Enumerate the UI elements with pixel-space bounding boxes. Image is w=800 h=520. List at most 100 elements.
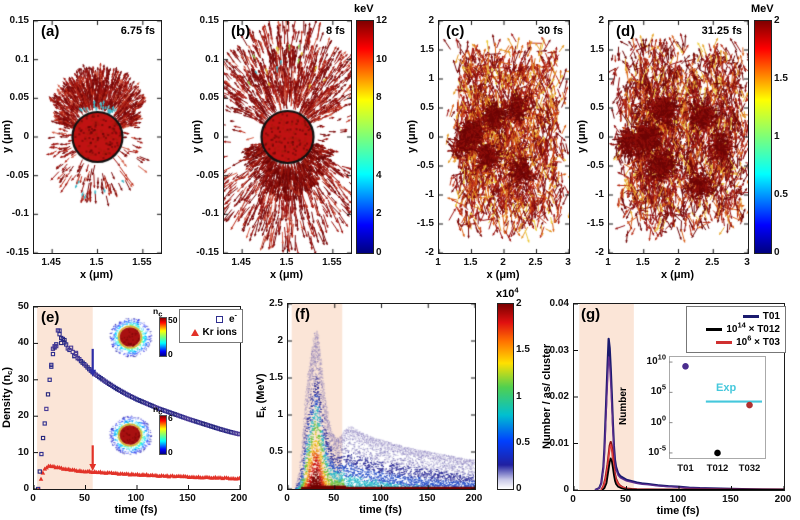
- t012-line-icon: [706, 328, 723, 331]
- x-tick-label: 2: [674, 257, 681, 268]
- panel-c-letter: (c): [446, 23, 465, 40]
- legend-row-t01: T01: [692, 310, 780, 323]
- y-tick-label: 1.5: [269, 372, 283, 383]
- panel-d-quiver-canvas: [609, 21, 748, 253]
- panel-a-letter: (a): [41, 23, 60, 40]
- open-square-marker-icon: [215, 316, 223, 323]
- y-tick-label: 0: [428, 131, 434, 142]
- inset-tick-exp: -5: [659, 443, 666, 453]
- kev-colorbar-title: keV: [354, 3, 374, 15]
- legend-t01-post: T01: [762, 311, 780, 322]
- panel-b-xlabel: x (μm): [269, 269, 303, 281]
- inset-x-category-label: T01: [677, 463, 694, 474]
- x-tick-label: 150: [179, 493, 196, 504]
- panel-g-inset-chart: [669, 356, 766, 459]
- inset-1-colorbar-title: nc: [153, 306, 163, 319]
- inset-1-max-label: 50: [168, 315, 178, 325]
- inset-2-max-label: 6: [168, 413, 173, 423]
- f-colorbar-title-base: x10: [496, 288, 515, 300]
- y-tick-label: 0.1: [15, 53, 29, 65]
- panel-e-xlabel: time (fs): [114, 504, 158, 516]
- colorbar-tick-label: 1: [774, 131, 780, 142]
- y-tick-label: 1.5: [420, 44, 434, 55]
- inset-y-tick-label: 105: [638, 383, 666, 398]
- inset-tick-base: 10: [648, 446, 660, 458]
- legend-t01-label: T01: [763, 311, 780, 322]
- inset-x-category-label: T032: [738, 463, 761, 474]
- panel-g-plot-area: (g) T01 1014 × T012 106 × T03 Exp Number…: [573, 303, 786, 491]
- panel-e-legend: e- Kr ions: [179, 309, 243, 343]
- panel-f-letter: (f): [295, 306, 310, 323]
- panel-d-plot-area: (d) 31.25 fs: [608, 20, 749, 254]
- inset-tick-base: 10: [650, 386, 662, 398]
- x-tick-label: 3: [565, 257, 571, 268]
- inset-1-title-sub: c: [158, 309, 163, 319]
- inset-ylabel: Number: [618, 387, 629, 425]
- x-tick-label: 50: [78, 493, 91, 504]
- legend-row-kr-ions: Kr ions: [185, 326, 237, 339]
- y-tick-label: -1: [595, 189, 604, 200]
- inset-1-colorbar: [159, 317, 167, 357]
- f-colorbar-title: x104: [496, 286, 519, 300]
- panel-d-time-label: 31.25 fs: [701, 25, 742, 37]
- inset-tick-exp: 5: [661, 383, 666, 393]
- colorbar-tick-label: 2: [516, 298, 522, 309]
- f-colorbar: [497, 303, 514, 490]
- colorbar-tick-label: 1.5: [774, 73, 788, 84]
- inset-y-tick-label: 1010: [638, 352, 666, 367]
- x-tick-label: 150: [418, 493, 436, 504]
- colorbar-tick-label: 4: [376, 169, 382, 181]
- panel-e-chart: [34, 307, 240, 489]
- y-tick-label: 2.5: [269, 298, 283, 309]
- colorbar-tick-label: 0.5: [774, 189, 788, 200]
- y-tick-label: 0.05: [199, 92, 219, 104]
- y-tick-label: 0: [23, 483, 29, 494]
- x-tick-label: 1.45: [41, 257, 61, 268]
- mev-colorbar-title: MeV: [751, 3, 774, 15]
- y-tick-label: 0: [598, 131, 604, 142]
- y-tick-label: 0.15: [9, 15, 29, 26]
- inset-2-colorbar-title: nc: [153, 404, 162, 416]
- panel-b-time-label: 8 fs: [326, 25, 345, 37]
- colorbar-tick-label: 6: [376, 131, 382, 142]
- x-tick-label: 100: [669, 494, 687, 505]
- y-tick-label: -0.15: [6, 247, 29, 258]
- y-tick-label: 2: [598, 15, 604, 26]
- colorbar-tick-label: 10: [376, 53, 388, 65]
- x-tick-label: 200: [774, 494, 792, 505]
- y-tick-label: -0.15: [196, 247, 219, 258]
- legend-t012-pre: 10: [726, 324, 738, 335]
- panel-a-time-label: 6.75 fs: [120, 25, 155, 37]
- y-tick-label: 1: [428, 73, 434, 84]
- y-tick-label: 0.5: [420, 102, 434, 113]
- y-tick-label: 40: [17, 337, 29, 349]
- x-tick-label: 1: [435, 257, 441, 268]
- legend-t03-label: 106 × T03: [736, 334, 780, 348]
- legend-electron-sup: -: [234, 310, 238, 320]
- y-tick-label: 10: [17, 446, 29, 458]
- y-tick-label: 2: [428, 15, 434, 26]
- x-tick-label: 50: [328, 493, 340, 504]
- panel-f-spectrogram-canvas: [288, 304, 475, 489]
- x-tick-label: 1.55: [322, 257, 342, 268]
- x-tick-label: 1.5: [279, 257, 294, 268]
- y-tick-label: 1: [277, 409, 283, 420]
- x-tick-label: 1.5: [89, 257, 104, 268]
- x-tick-label: 200: [230, 493, 248, 504]
- x-tick-label: 2.5: [705, 257, 720, 268]
- x-tick-label: 1.5: [635, 257, 650, 268]
- panel-g-xlabel: time (fs): [656, 505, 700, 517]
- t03-line-icon: [716, 341, 733, 344]
- y-tick-label: -0.05: [196, 169, 219, 181]
- triangle-marker-icon: [190, 329, 199, 336]
- panel-g-chart: [574, 304, 784, 490]
- x-tick-label: 1.45: [231, 257, 251, 268]
- panel-c-quiver-canvas: [439, 21, 569, 253]
- inset-2-colorbar: [159, 415, 167, 455]
- panel-c-plot-area: (c) 30 fs: [438, 20, 570, 254]
- y-tick-label: 0: [213, 131, 219, 142]
- inset-tick-exp: 10: [657, 352, 666, 362]
- panel-f-ylabel: Ek (MeV): [255, 341, 268, 451]
- x-tick-label: 100: [127, 493, 145, 504]
